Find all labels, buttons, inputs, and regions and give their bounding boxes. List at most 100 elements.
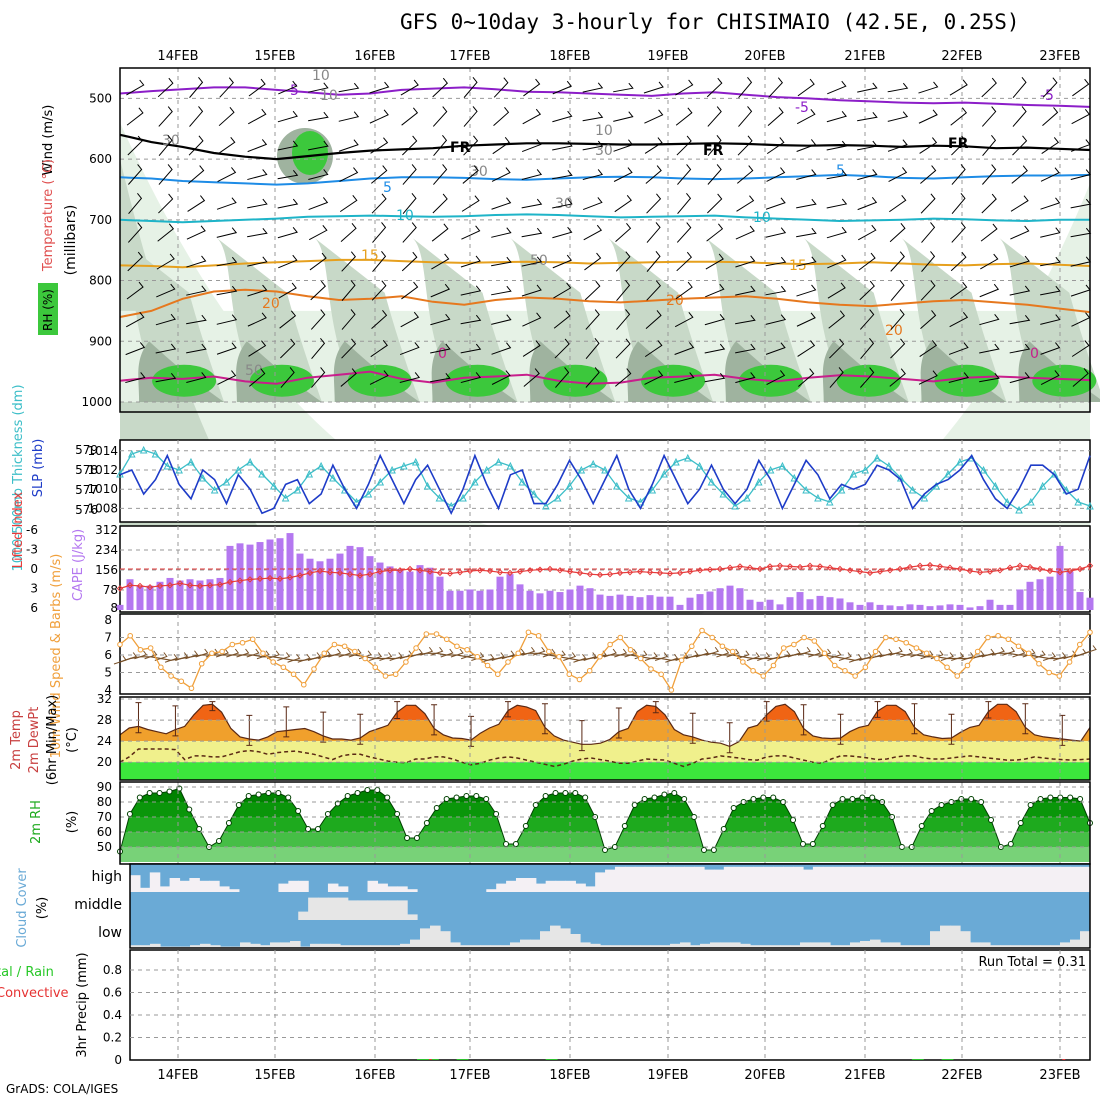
wind-speed-marker — [464, 646, 470, 653]
wind-speed-marker — [1015, 643, 1022, 650]
wind-speed-marker — [678, 657, 685, 664]
temp-minmax-bar — [468, 715, 475, 747]
isotherm-label: FR — [703, 143, 724, 159]
wind-barb — [402, 222, 417, 243]
wind-barb — [796, 312, 816, 327]
lifted-index-marker — [516, 568, 524, 575]
wind-barb — [521, 198, 543, 209]
wind-ytick: 5 — [104, 666, 112, 680]
cloud-high-gap — [793, 866, 804, 892]
cloud-low-cell — [130, 945, 141, 948]
wind-barb — [645, 310, 662, 329]
wind-barb — [125, 372, 146, 384]
cape-bar — [156, 581, 164, 610]
cloud-low-cell — [580, 942, 591, 948]
thickness-marker — [719, 489, 728, 498]
wind-barb — [704, 372, 726, 383]
wind-barb — [707, 193, 723, 214]
wind-barb — [826, 140, 848, 151]
lifted-index-marker — [236, 577, 244, 584]
rh-lowlevel-green — [641, 364, 706, 397]
wind-barb — [430, 372, 451, 383]
date-label-top: 16FEB — [354, 49, 395, 64]
wind-barb — [646, 193, 662, 214]
cape-bar — [276, 538, 284, 610]
cloud-low-cell — [140, 945, 151, 948]
wind-barb — [614, 195, 632, 213]
date-label-top: 21FEB — [844, 49, 885, 64]
cloud-high-gap — [298, 880, 309, 892]
surface-wind-barb — [287, 653, 301, 663]
cloud-high-gap — [911, 866, 923, 892]
cape-bar — [806, 599, 814, 610]
precip-total-bar — [426, 1059, 439, 1060]
wind-speed-marker — [505, 659, 511, 665]
cloud-high-gap — [1000, 866, 1012, 892]
cape-bar — [196, 580, 204, 610]
wind-barb — [552, 169, 573, 180]
lifted-index-marker — [166, 582, 174, 589]
wind-barb — [187, 195, 206, 212]
wind-barb — [644, 370, 664, 385]
rh-marker — [126, 811, 133, 817]
cloud-low-cell — [650, 945, 661, 948]
rh-marker — [859, 794, 866, 801]
cloud-low-cell — [590, 943, 601, 948]
rh-marker — [493, 811, 500, 817]
cloud-low-cell — [940, 925, 951, 948]
cape-bar — [326, 558, 334, 610]
cloud-panel-frame — [129, 863, 1091, 949]
thickness-marker — [530, 489, 538, 498]
wind-barb — [616, 280, 631, 301]
wind-barb — [735, 314, 756, 325]
wind-speed-marker — [546, 648, 552, 655]
cloud-low-cell — [350, 945, 361, 948]
upper-air-rh-label: RH (%) — [41, 289, 55, 331]
precip-convective-bar — [1062, 1059, 1066, 1060]
wind-barb — [522, 340, 541, 357]
rh-marker — [354, 790, 361, 796]
wind-barb — [918, 370, 938, 385]
wind-barb — [430, 343, 451, 354]
cape-bar — [376, 562, 384, 610]
surface-wind-barb — [307, 652, 321, 661]
surface-wind-barb — [757, 652, 771, 661]
surface-wind-barb — [164, 653, 178, 663]
cloud-high-gap — [892, 866, 903, 892]
wind-barb — [308, 224, 328, 241]
precip-legend-convective: Convective — [0, 986, 69, 1001]
wind-barb — [247, 198, 268, 209]
wind-barb — [707, 135, 722, 156]
upper-air-wind-label: Wind (m/s) — [41, 105, 56, 176]
cloud-high-gap — [644, 866, 656, 892]
cape-bar — [676, 604, 684, 610]
surface-wind-barb — [420, 646, 434, 656]
rh-band — [120, 847, 1090, 862]
temp-minmax-bar — [135, 702, 142, 734]
surface-wind-barb — [736, 650, 750, 660]
surface-wind-barb — [859, 652, 873, 661]
wind-speed-marker — [1046, 669, 1052, 676]
footer-credit: GrADS: COLA/IGES — [6, 1082, 119, 1096]
wind-barb — [248, 78, 266, 97]
wind-barb — [493, 77, 509, 98]
wind-barb — [736, 165, 754, 184]
wind-barb — [126, 79, 145, 96]
cloud-low-cell — [980, 942, 991, 948]
wind-barb — [889, 222, 906, 243]
cloud-low-cell — [240, 942, 251, 948]
cape-bar — [946, 604, 954, 610]
wind-barb — [676, 135, 692, 156]
wind-barb — [1040, 370, 1060, 386]
thickness-marker — [151, 449, 160, 458]
wind-barb — [582, 140, 604, 151]
wind-barb — [340, 368, 357, 387]
wind-barb — [521, 284, 542, 297]
cloud-low-cell — [370, 945, 381, 948]
thickness-marker — [435, 493, 444, 502]
date-label-top: 19FEB — [647, 49, 688, 64]
thickness-ytick: 577 — [75, 483, 98, 497]
wind-speed-marker — [842, 667, 848, 674]
wind-barb — [766, 370, 786, 385]
rh-marker — [829, 802, 836, 808]
